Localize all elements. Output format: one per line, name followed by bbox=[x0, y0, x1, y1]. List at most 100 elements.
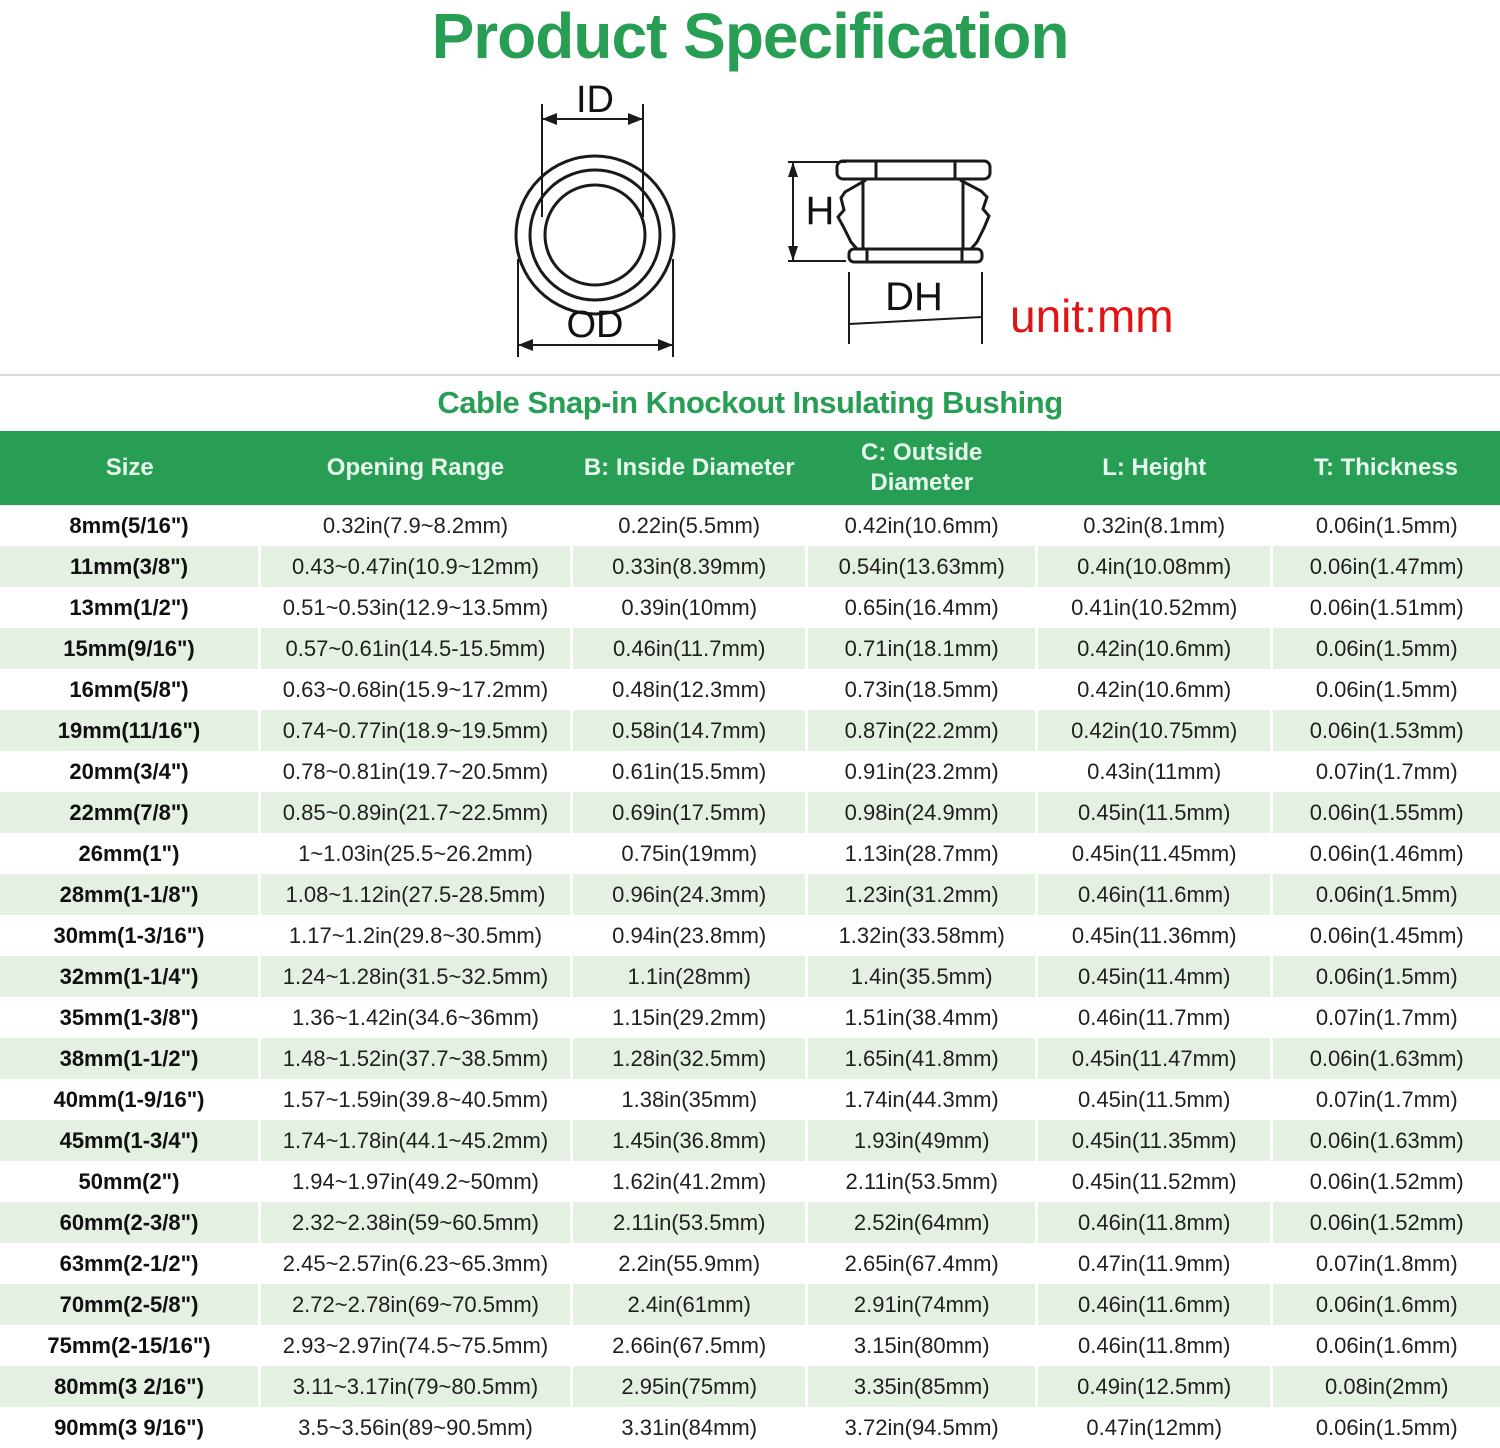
spec-table-section: Cable Snap-in Knockout Insulating Bushin… bbox=[0, 374, 1500, 1448]
value-cell: 2.11in(53.5mm) bbox=[806, 1161, 1038, 1203]
table-row: 28mm(1-1/8") 1.08~1.12in(27.5-28.5mm) 0.96… bbox=[0, 874, 1500, 916]
size-cell: 32mm(1-1/4") bbox=[0, 956, 261, 998]
column-header: Opening Range bbox=[259, 431, 572, 506]
table-row: 22mm(7/8") 0.85~0.89in(21.7~22.5mm) 0.69in… bbox=[0, 792, 1500, 834]
size-cell: 26mm(1") bbox=[0, 833, 261, 875]
spec-table: Size Opening Range B: Inside Diameter C: Ou… bbox=[0, 431, 1500, 1448]
value-cell: 0.06in(1.5mm) bbox=[1315, 676, 1458, 702]
value-cell: 1.24~1.28in(31.5~32.5mm) bbox=[259, 956, 573, 998]
table-row: 63mm(2-1/2") 2.45~2.57in(6.23~65.3mm) 2.2i… bbox=[0, 1243, 1500, 1285]
id-dimension bbox=[541, 104, 644, 217]
value-cell: 0.54in(13.63mm) bbox=[806, 546, 1038, 588]
value-cell: 0.47in(11.9mm) bbox=[1036, 1243, 1274, 1285]
value-cell: 0.94in(23.8mm) bbox=[571, 915, 809, 957]
value-cell: 1.23in(31.2mm) bbox=[806, 874, 1038, 916]
value-cell: 0.06in(1.5mm) bbox=[1315, 512, 1458, 538]
value-cell: 0.61in(15.5mm) bbox=[571, 751, 809, 793]
dh-dimension bbox=[848, 272, 983, 344]
ring-front-view bbox=[514, 154, 676, 316]
size-cell: 30mm(1-3/16") bbox=[0, 915, 261, 957]
value-cell: 0.45in(11.36mm) bbox=[1036, 915, 1274, 957]
size-cell: 13mm(1/2") bbox=[0, 587, 261, 629]
size-cell: 35mm(1-3/8") bbox=[0, 997, 261, 1039]
value-cell: 2.11in(53.5mm) bbox=[571, 1202, 809, 1244]
value-cell: 1.17~1.2in(29.8~30.5mm) bbox=[259, 915, 573, 957]
value-cell: 1.13in(28.7mm) bbox=[806, 833, 1038, 875]
bushing-side-profile bbox=[835, 159, 992, 264]
value-cell: 3.72in(94.5mm) bbox=[806, 1407, 1038, 1448]
value-cell: 2.95in(75mm) bbox=[571, 1366, 809, 1408]
value-cell: 3.5~3.56in(89~90.5mm) bbox=[259, 1407, 573, 1448]
size-cell: 20mm(3/4") bbox=[0, 751, 261, 793]
value-cell: 1.15in(29.2mm) bbox=[571, 997, 809, 1039]
value-cell: 1.57~1.59in(39.8~40.5mm) bbox=[259, 1079, 573, 1121]
size-cell: 63mm(2-1/2") bbox=[0, 1243, 261, 1285]
value-cell: 0.08in(2mm) bbox=[1324, 1373, 1449, 1399]
id-dimension-label: ID bbox=[576, 84, 614, 121]
value-cell: 0.45in(11.5mm) bbox=[1036, 1079, 1274, 1121]
table-row: 26mm(1") 1~1.03in(25.5~26.2mm) 0.75in(19mm… bbox=[0, 833, 1500, 875]
value-cell: 2.2in(55.9mm) bbox=[571, 1243, 809, 1285]
value-cell: 1.74~1.78in(44.1~45.2mm) bbox=[259, 1120, 573, 1162]
value-cell: 0.42in(10.6mm) bbox=[806, 505, 1038, 547]
value-cell: 2.4in(61mm) bbox=[571, 1284, 809, 1326]
value-cell: 0.46in(11.6mm) bbox=[1036, 1284, 1274, 1326]
value-cell: 0.46in(11.7mm) bbox=[571, 628, 809, 670]
value-cell: 0.32in(7.9~8.2mm) bbox=[259, 505, 573, 547]
value-cell: 0.46in(11.6mm) bbox=[1036, 874, 1274, 916]
value-cell: 0.46in(11.8mm) bbox=[1036, 1202, 1274, 1244]
technical-diagram: ID OD bbox=[0, 84, 1500, 374]
value-cell: 0.42in(10.75mm) bbox=[1036, 710, 1274, 752]
size-cell: 28mm(1-1/8") bbox=[0, 874, 261, 916]
value-cell: 0.22in(5.5mm) bbox=[571, 505, 809, 547]
value-cell: 0.07in(1.8mm) bbox=[1315, 1250, 1458, 1276]
value-cell: 0.06in(1.6mm) bbox=[1315, 1291, 1458, 1317]
value-cell: 0.74~0.77in(18.9~19.5mm) bbox=[259, 710, 573, 752]
value-cell: 0.87in(22.2mm) bbox=[806, 710, 1038, 752]
h-dimension bbox=[788, 161, 846, 262]
value-cell: 0.47in(12mm) bbox=[1036, 1407, 1274, 1448]
value-cell: 0.63~0.68in(15.9~17.2mm) bbox=[259, 669, 573, 711]
value-cell: 2.52in(64mm) bbox=[806, 1202, 1038, 1244]
value-cell: 3.11~3.17in(79~80.5mm) bbox=[259, 1366, 573, 1408]
size-cell: 40mm(1-9/16") bbox=[0, 1079, 261, 1121]
value-cell: 1.51in(38.4mm) bbox=[806, 997, 1038, 1039]
table-row: 38mm(1-1/2") 1.48~1.52in(37.7~38.5mm) 1.28… bbox=[0, 1038, 1500, 1080]
value-cell: 0.43~0.47in(10.9~12mm) bbox=[259, 546, 573, 588]
value-cell: 0.06in(1.52mm) bbox=[1309, 1168, 1464, 1194]
value-cell: 0.46in(11.8mm) bbox=[1036, 1325, 1274, 1367]
value-cell: 1.32in(33.58mm) bbox=[806, 915, 1038, 957]
value-cell: 0.06in(1.5mm) bbox=[1315, 1414, 1458, 1440]
value-cell: 0.07in(1.7mm) bbox=[1315, 758, 1458, 784]
value-cell: 1.74in(44.3mm) bbox=[806, 1079, 1038, 1121]
table-row: 32mm(1-1/4") 1.24~1.28in(31.5~32.5mm) 1.1i… bbox=[0, 956, 1500, 998]
size-cell: 38mm(1-1/2") bbox=[0, 1038, 261, 1080]
value-cell: 0.73in(18.5mm) bbox=[806, 669, 1038, 711]
size-cell: 8mm(5/16") bbox=[0, 505, 261, 547]
header-row: Size Opening Range B: Inside Diameter C: Ou… bbox=[0, 431, 1500, 506]
value-cell: 0.71in(18.1mm) bbox=[806, 628, 1038, 670]
value-cell: 1.38in(35mm) bbox=[571, 1079, 809, 1121]
table-row: 30mm(1-3/16") 1.17~1.2in(29.8~30.5mm) 0.94… bbox=[0, 915, 1500, 957]
table-row: 8mm(5/16") 0.32in(7.9~8.2mm) 0.22in(5.5mm)… bbox=[0, 505, 1500, 547]
value-cell: 0.06in(1.46mm) bbox=[1309, 840, 1464, 866]
value-cell: 0.65in(16.4mm) bbox=[806, 587, 1038, 629]
value-cell: 0.06in(1.5mm) bbox=[1315, 635, 1458, 661]
unit-note: unit:mm bbox=[1010, 290, 1174, 342]
value-cell: 0.06in(1.45mm) bbox=[1309, 922, 1464, 948]
value-cell: 0.98in(24.9mm) bbox=[806, 792, 1038, 834]
value-cell: 0.69in(17.5mm) bbox=[571, 792, 809, 834]
value-cell: 1.65in(41.8mm) bbox=[806, 1038, 1038, 1080]
value-cell: 1.28in(32.5mm) bbox=[571, 1038, 809, 1080]
size-cell: 16mm(5/8") bbox=[0, 669, 261, 711]
od-dimension bbox=[517, 259, 674, 357]
value-cell: 0.57~0.61in(14.5-15.5mm) bbox=[259, 628, 573, 670]
table-row: 15mm(9/16") 0.57~0.61in(14.5-15.5mm) 0.46i… bbox=[0, 628, 1500, 670]
value-cell: 0.41in(10.52mm) bbox=[1036, 587, 1274, 629]
table-row: 40mm(1-9/16") 1.57~1.59in(39.8~40.5mm) 1.3… bbox=[0, 1079, 1500, 1121]
value-cell: 1.1in(28mm) bbox=[571, 956, 809, 998]
value-cell: 1.36~1.42in(34.6~36mm) bbox=[259, 997, 573, 1039]
value-cell: 1.62in(41.2mm) bbox=[571, 1161, 809, 1203]
table-header: Size Opening Range B: Inside Diameter C: Ou… bbox=[0, 431, 1500, 506]
